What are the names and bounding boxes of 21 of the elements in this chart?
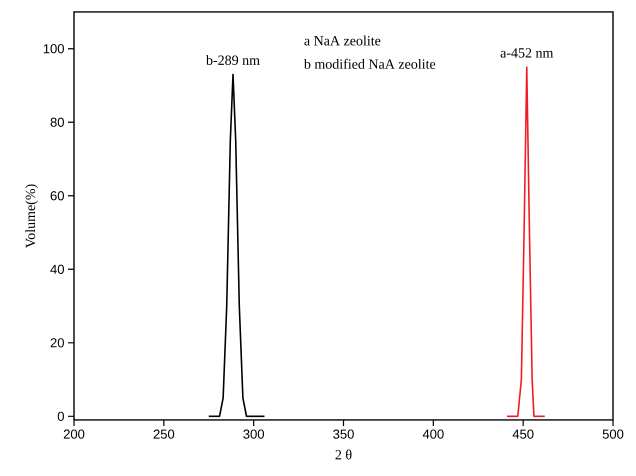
annotation: a NaA zeolite	[304, 36, 380, 46]
y-tick-label: 40	[50, 264, 64, 274]
x-tick-label: 450	[512, 430, 534, 439]
y-tick-label: 0	[58, 412, 64, 421]
x-axis-title: 2 θ	[336, 450, 352, 460]
x-tick-label: 250	[154, 430, 174, 439]
annotation: a-452 nm	[500, 48, 554, 58]
y-tick-label: 100	[44, 44, 64, 54]
y-tick-label: 20	[50, 338, 64, 348]
line-series	[208, 74, 266, 418]
y-tick-label: 80	[50, 118, 64, 127]
line-series	[506, 66, 546, 418]
annotation: b-289 nm	[206, 55, 260, 65]
x-tick-label: 350	[333, 430, 354, 439]
x-tick-label: 500	[602, 430, 624, 439]
x-tick-label: 400	[422, 430, 444, 439]
x-tick-label: 200	[64, 430, 84, 439]
y-tick-label: 60	[50, 191, 64, 200]
annotation: b modified NaA zeolite	[304, 58, 436, 69]
x-tick-label: 300	[243, 430, 264, 439]
y-axis-title: Volume(%)	[25, 184, 38, 248]
